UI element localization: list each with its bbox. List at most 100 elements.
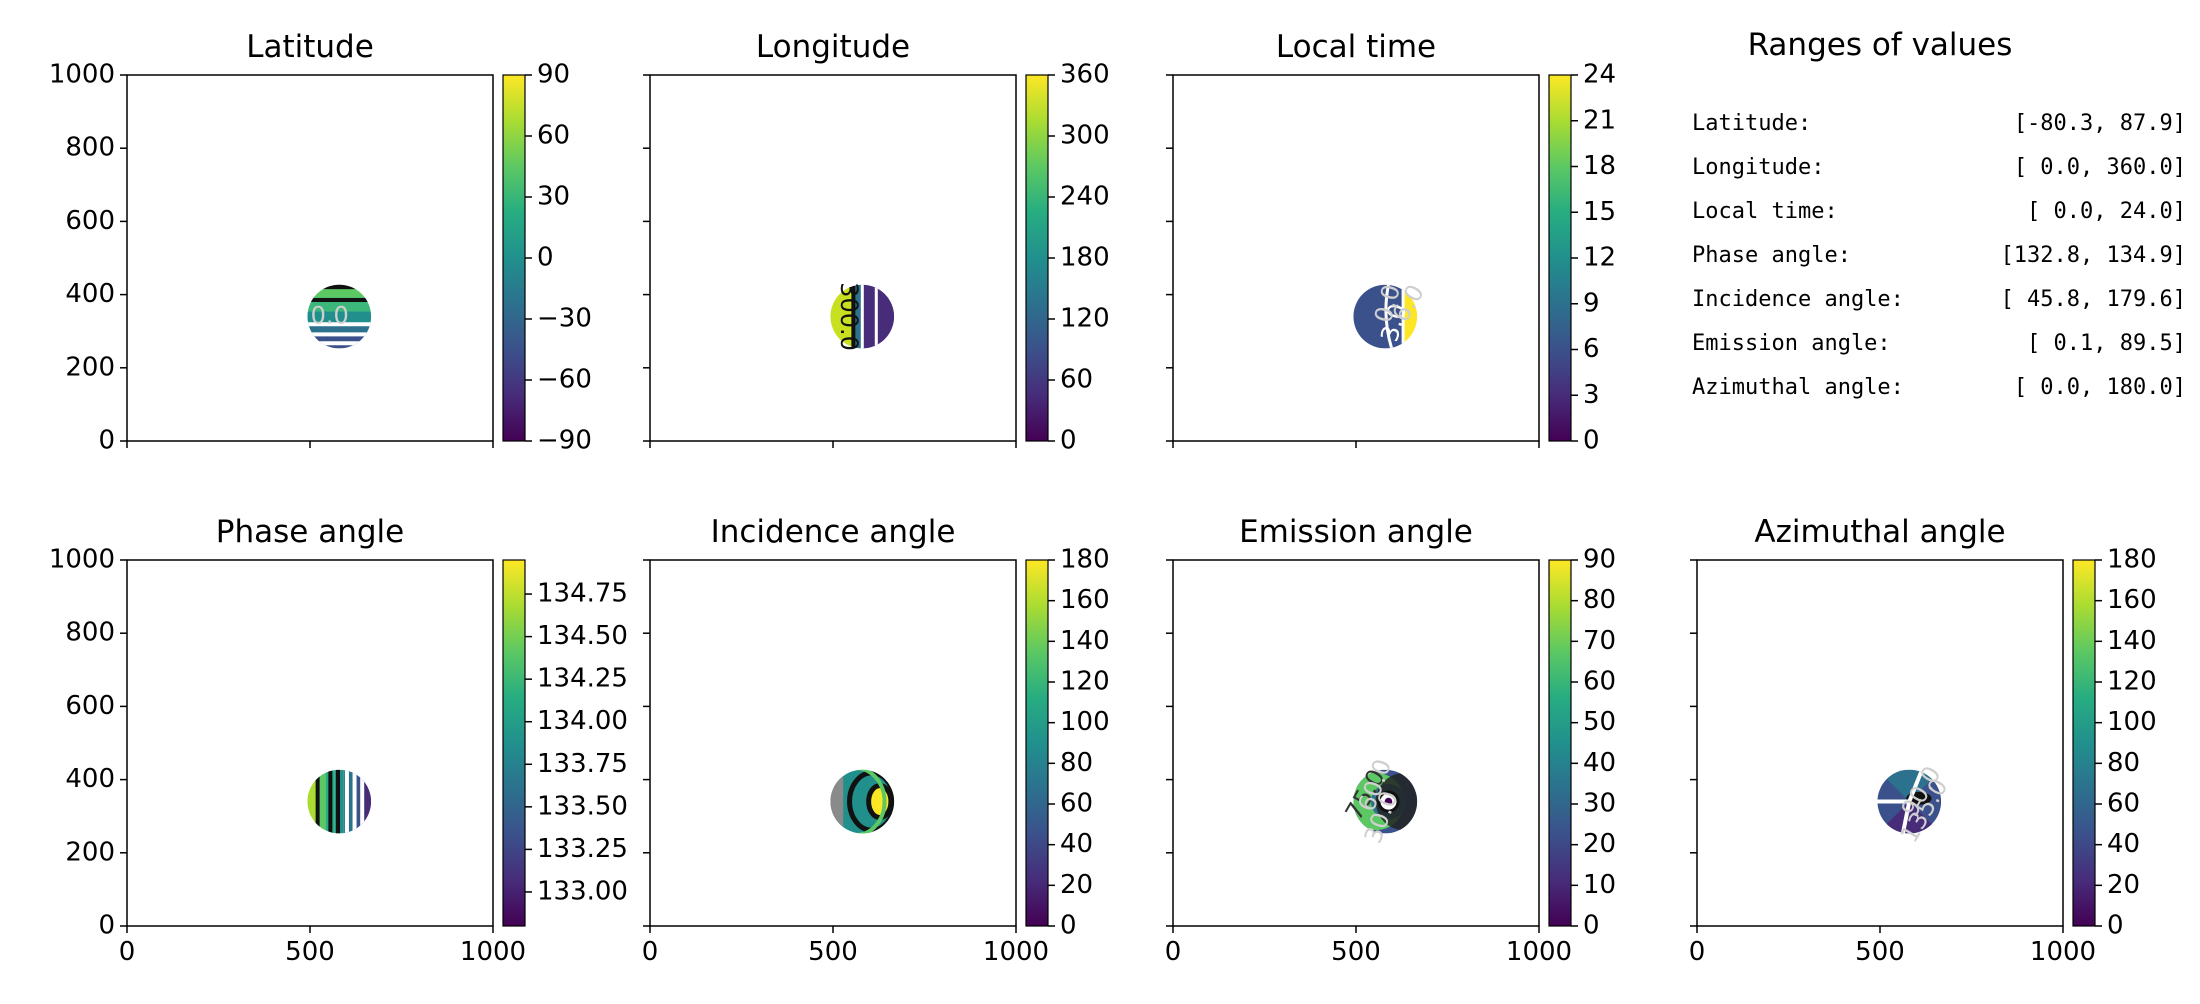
y-tick-label: 0 [98,426,115,456]
panel-title: Latitude [246,29,374,65]
x-tick-label: 1000 [2030,937,2096,967]
y-tick-label: 800 [65,133,115,163]
colorbar-tick-label: 0 [1583,426,1600,456]
colorbar-tick-label: 40 [2107,829,2140,859]
panel-title: Phase angle [216,514,404,550]
plot-area [1172,559,1540,927]
colorbar-tick-label: 0 [1583,911,1600,941]
colorbar-tick-label: 12 [1583,243,1616,273]
colorbar-tick-label: 240 [1060,182,1110,212]
range-value: [ 0.0, 180.0] [2014,375,2186,400]
colorbar [1548,559,1572,927]
colorbar-tick-label: 80 [1060,748,1093,778]
x-tick-label: 500 [808,937,858,967]
range-label: Latitude: [1692,111,1811,136]
panel-phase-angle: Phase angle 0 200 400 600 800 1000 0 500 1000 133.… [49,514,628,967]
y-tick-label: 200 [65,352,115,382]
colorbar-tick-label: 133.75 [537,749,628,779]
plot-area [126,74,494,442]
planet-disk [1353,769,1418,834]
colorbar-tick-label: 0 [1060,426,1077,456]
y-tick-label: 600 [65,691,115,721]
plot-area [126,559,494,927]
x-tick-label: 500 [285,937,335,967]
range-value: [ 0.1, 89.5] [2027,331,2186,356]
panel-title: Ranges of values [1748,27,2013,63]
panel-title: Emission angle [1239,514,1473,550]
range-value: [132.8, 134.9] [2001,243,2186,268]
range-value: [ 0.0, 360.0] [2014,155,2186,180]
plot-area [1696,559,2064,927]
colorbar-tick-label: 300 [1060,121,1110,151]
x-tick-label: 0 [1165,937,1182,967]
range-label: Azimuthal angle: [1692,375,1904,400]
panel-ranges-of-values: Ranges of values Latitude: [-80.3, 87.9] Lo… [1692,27,2186,400]
colorbar-tick-label: 120 [1060,667,1110,697]
panel-title: Longitude [756,29,910,65]
colorbar-tick-label: 140 [2107,626,2157,656]
colorbar-tick-label: 180 [1060,243,1110,273]
colorbar-tick-label: 18 [1583,151,1616,181]
plot-area [1172,74,1540,442]
colorbar-tick-label: −90 [537,426,592,456]
y-tick-label: 200 [65,837,115,867]
colorbar-tick-label: 134.25 [537,664,628,694]
colorbar-tick-label: 133.50 [537,791,628,821]
x-tick-label: 500 [1855,937,1905,967]
colorbar-tick-label: 100 [1060,707,1110,737]
colorbar [1025,559,1049,927]
contour-label: 0.0 [311,302,349,330]
colorbar [502,559,526,927]
colorbar-tick-label: 0 [2107,911,2124,941]
plot-area [649,74,1017,442]
x-tick-label: 0 [642,937,659,967]
panel-incidence-angle: Incidence angle 0 500 1000 0 20 40 60 80 100 120 14… [642,514,1110,967]
panel-title: Local time [1276,29,1436,65]
colorbar-tick-label: 134.00 [537,706,628,736]
colorbar-tick-label: 120 [2107,667,2157,697]
colorbar-tick-label: 60 [1060,365,1093,395]
range-label: Phase angle: [1692,243,1851,268]
range-value: [ 45.8, 179.6] [2001,287,2186,312]
colorbar [1025,74,1049,442]
colorbar [1548,74,1572,442]
colorbar-tick-label: 180 [2107,545,2157,575]
y-tick-label: 600 [65,206,115,236]
x-tick-label: 1000 [983,937,1049,967]
colorbar-tick-label: 80 [1583,585,1616,615]
colorbar-tick-label: −60 [537,365,592,395]
colorbar-tick-label: 134.75 [537,579,628,609]
x-tick-label: 0 [1689,937,1706,967]
y-tick-label: 400 [65,764,115,794]
colorbar-tick-label: 10 [1583,870,1616,900]
x-tick-label: 1000 [1506,937,1572,967]
planet-disk [307,769,372,834]
contour-label: 300.0 [835,282,863,351]
range-label: Incidence angle: [1692,287,1904,312]
colorbar-tick-label: 0 [1060,911,1077,941]
colorbar-tick-label: 180 [1060,545,1110,575]
colorbar-tick-label: 0 [537,243,554,273]
x-tick-label: 0 [119,937,136,967]
colorbar-tick-label: 30 [1583,789,1616,819]
colorbar-tick-label: 160 [1060,585,1110,615]
x-tick-label: 1000 [460,937,526,967]
colorbar-tick-label: 21 [1583,105,1616,135]
colorbar-tick-label: 60 [1060,789,1093,819]
range-label: Emission angle: [1692,331,1891,356]
range-label: Longitude: [1692,155,1824,180]
colorbar-tick-label: 30 [537,182,570,212]
colorbar-tick-label: 24 [1583,60,1616,90]
planet-disk [830,769,895,834]
y-tick-label: 800 [65,618,115,648]
colorbar [502,74,526,442]
planet-disk [1877,769,1942,834]
colorbar-tick-label: 20 [1060,870,1093,900]
colorbar-tick-label: 360 [1060,60,1110,90]
colorbar-tick-label: 70 [1583,626,1616,656]
y-tick-label: 400 [65,279,115,309]
